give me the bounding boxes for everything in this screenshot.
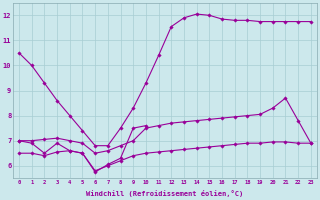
X-axis label: Windchill (Refroidissement éolien,°C): Windchill (Refroidissement éolien,°C) [86, 190, 244, 197]
